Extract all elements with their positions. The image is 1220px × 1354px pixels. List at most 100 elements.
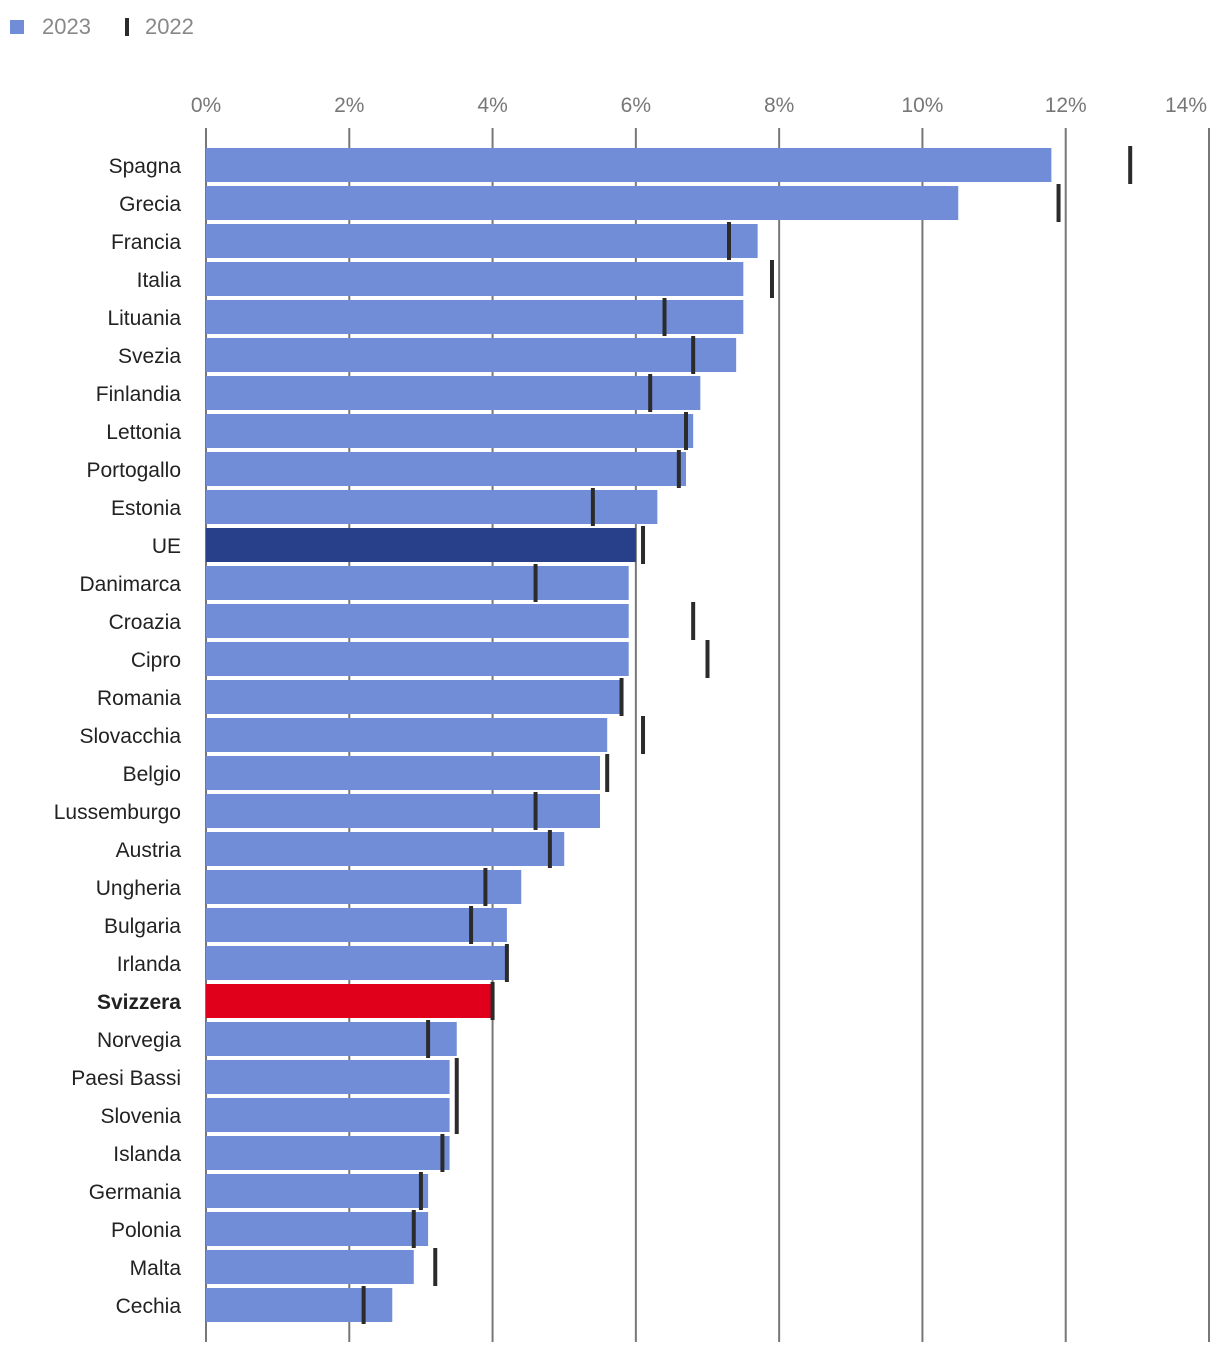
- category-label-austria: Austria: [116, 839, 182, 862]
- bar-danimarca: [206, 566, 629, 600]
- x-tick-label-4: 4%: [477, 94, 507, 117]
- category-label-bulgaria: Bulgaria: [104, 915, 181, 938]
- bar-belgio: [206, 756, 601, 790]
- category-label-ue: UE: [152, 535, 181, 558]
- marker-2022-slovacchia: [641, 716, 646, 754]
- category-label-slovenia: Slovenia: [100, 1105, 181, 1128]
- bar-spagna: [206, 148, 1052, 182]
- marker-2022-irlanda: [504, 944, 509, 982]
- marker-2022-finlandia: [648, 374, 653, 412]
- bar-slovenia: [206, 1098, 450, 1132]
- marker-2022-svizzera: [490, 982, 495, 1020]
- category-label-ungheria: Ungheria: [96, 877, 182, 900]
- legend: 2023 2022: [10, 12, 228, 42]
- bar-svizzera: [206, 984, 493, 1018]
- category-label-irlanda: Irlanda: [117, 953, 182, 976]
- marker-2022-germania: [418, 1172, 423, 1210]
- x-tick-label-14: 14%: [1165, 94, 1207, 117]
- bar-ungheria: [206, 870, 522, 904]
- category-label-danimarca: Danimarca: [79, 573, 181, 596]
- marker-2022-ue: [641, 526, 646, 564]
- category-label-romania: Romania: [97, 687, 181, 710]
- marker-2022-estonia: [590, 488, 595, 526]
- marker-2022-bulgaria: [469, 906, 474, 944]
- marker-2022-slovenia: [454, 1096, 459, 1134]
- category-label-belgio: Belgio: [123, 763, 181, 786]
- category-label-cechia: Cechia: [116, 1295, 182, 1318]
- bar-finlandia: [206, 376, 701, 410]
- category-label-portogallo: Portogallo: [86, 459, 181, 482]
- category-label-estonia: Estonia: [111, 497, 181, 520]
- marker-2022-cipro: [705, 640, 710, 678]
- bar-croazia: [206, 604, 629, 638]
- bar-norvegia: [206, 1022, 457, 1056]
- marker-2022-croazia: [691, 602, 696, 640]
- legend-item-2023: 2023: [10, 14, 91, 40]
- marker-2022-romania: [619, 678, 624, 716]
- legend-item-2022: 2022: [124, 14, 194, 40]
- bar-ue: [206, 528, 636, 562]
- marker-2022-lituania: [662, 298, 667, 336]
- bar-irlanda: [206, 946, 507, 980]
- legend-marker-2022: [124, 18, 129, 36]
- category-label-norvegia: Norvegia: [97, 1029, 181, 1052]
- category-label-lettonia: Lettonia: [106, 421, 181, 444]
- bar-bulgaria: [206, 908, 507, 942]
- marker-2022-grecia: [1056, 184, 1061, 222]
- category-label-svezia: Svezia: [118, 345, 181, 368]
- bar-grecia: [206, 186, 959, 220]
- bar-lituania: [206, 300, 744, 334]
- bar-cechia: [206, 1288, 393, 1322]
- category-label-lituania: Lituania: [107, 307, 181, 330]
- x-tick-label-0: 0%: [191, 94, 221, 117]
- x-tick-label-6: 6%: [621, 94, 651, 117]
- category-label-cipro: Cipro: [131, 649, 181, 672]
- category-label-spagna: Spagna: [109, 155, 182, 178]
- marker-2022-francia: [726, 222, 731, 260]
- bar-italia: [206, 262, 744, 296]
- bar-lettonia: [206, 414, 694, 448]
- marker-2022-ungheria: [483, 868, 488, 906]
- x-tick-label-8: 8%: [764, 94, 794, 117]
- marker-2022-svezia: [691, 336, 696, 374]
- bar-islanda: [206, 1136, 450, 1170]
- marker-2022-portogallo: [676, 450, 681, 488]
- marker-2022-cechia: [361, 1286, 366, 1324]
- x-tick-label-10: 10%: [901, 94, 943, 117]
- bar-lussemburgo: [206, 794, 601, 828]
- bar-portogallo: [206, 452, 687, 486]
- bar-slovacchia: [206, 718, 608, 752]
- category-label-polonia: Polonia: [111, 1219, 181, 1242]
- marker-2022-spagna: [1128, 146, 1133, 184]
- bar-francia: [206, 224, 758, 258]
- bar-paesi-bassi: [206, 1060, 450, 1094]
- category-label-svizzera: Svizzera: [97, 991, 181, 1014]
- x-tick-label-2: 2%: [334, 94, 364, 117]
- marker-2022-lettonia: [684, 412, 689, 450]
- marker-2022-norvegia: [426, 1020, 431, 1058]
- marker-2022-paesi-bassi: [454, 1058, 459, 1096]
- category-label-croazia: Croazia: [109, 611, 182, 634]
- category-label-islanda: Islanda: [113, 1143, 181, 1166]
- marker-2022-belgio: [605, 754, 610, 792]
- category-label-lussemburgo: Lussemburgo: [54, 801, 181, 824]
- bar-polonia: [206, 1212, 429, 1246]
- marker-2022-polonia: [411, 1210, 416, 1248]
- category-label-malta: Malta: [130, 1257, 182, 1280]
- marker-2022-danimarca: [533, 564, 538, 602]
- marker-2022-islanda: [440, 1134, 445, 1172]
- legend-label-2022: 2022: [144, 14, 194, 39]
- bar-malta: [206, 1250, 414, 1284]
- category-label-grecia: Grecia: [119, 193, 181, 216]
- legend-swatch-2023: [10, 20, 24, 34]
- legend-label-2023: 2023: [42, 14, 91, 39]
- marker-2022-austria: [547, 830, 552, 868]
- bar-austria: [206, 832, 565, 866]
- category-label-francia: Francia: [111, 231, 181, 254]
- marker-2022-malta: [433, 1248, 438, 1286]
- category-label-paesi-bassi: Paesi Bassi: [71, 1067, 181, 1090]
- x-tick-label-12: 12%: [1045, 94, 1087, 117]
- marker-2022-italia: [769, 260, 774, 298]
- category-label-italia: Italia: [137, 269, 182, 292]
